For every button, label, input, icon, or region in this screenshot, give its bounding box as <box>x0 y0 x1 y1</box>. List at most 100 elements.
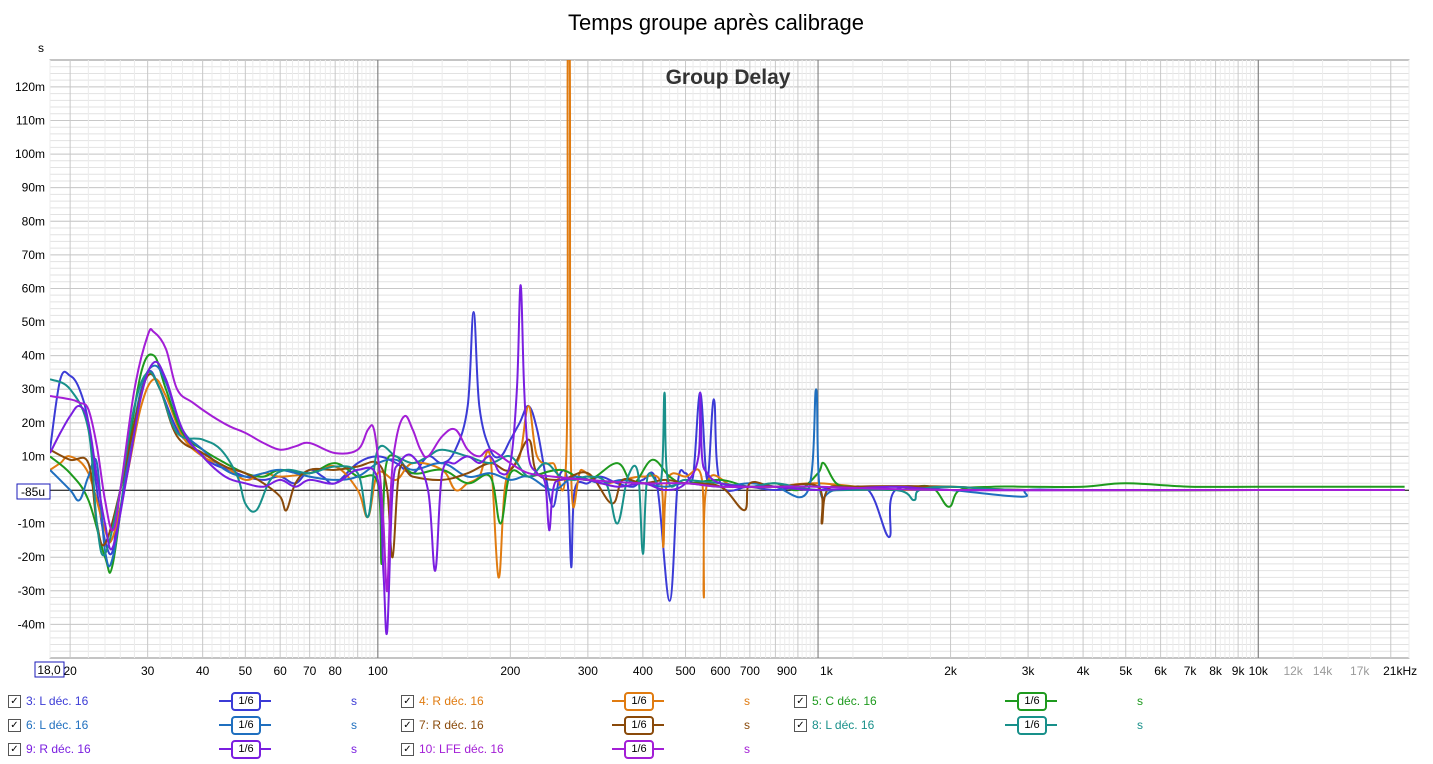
chart-title: Temps groupe après calibrage <box>568 10 864 35</box>
legend-checkbox[interactable]: ✓ <box>8 695 21 708</box>
legend-item: ✓ 8: L déc. 16 1/6 s <box>794 716 1174 736</box>
x-start-label: 18,0 <box>37 663 61 677</box>
y-tick-label: 50m <box>22 315 45 329</box>
y-tick-label: 120m <box>15 80 45 94</box>
x-tick-label: 50 <box>239 664 253 678</box>
x-tick-label: 700 <box>740 664 760 678</box>
x-tick-label: 500 <box>676 664 696 678</box>
legend-unit: s <box>744 694 750 708</box>
legend-unit: s <box>351 694 357 708</box>
x-tick-label: 21kHz <box>1383 664 1417 678</box>
x-tick-label: 1k <box>820 664 834 678</box>
legend-label: 6: L déc. 16 <box>26 718 89 732</box>
legend-item: ✓ 5: C déc. 16 1/6 s <box>794 692 1174 712</box>
x-tick-label: 900 <box>777 664 797 678</box>
legend-checkbox[interactable]: ✓ <box>401 695 414 708</box>
x-tick-label: 70 <box>303 664 317 678</box>
smoothing-button[interactable]: 1/6 <box>219 740 271 759</box>
series-line-s3 <box>50 311 1405 602</box>
y-tick-label: 70m <box>22 248 45 262</box>
smoothing-button[interactable]: 1/6 <box>1005 716 1057 735</box>
y-tick-label: 40m <box>22 349 45 363</box>
x-tick-label: 4k <box>1077 664 1091 678</box>
plot-inner-title: Group Delay <box>666 66 791 89</box>
legend-item: ✓ 6: L déc. 16 1/6 s <box>8 716 388 736</box>
legend-label: 7: R déc. 16 <box>419 718 484 732</box>
smoothing-button[interactable]: 1/6 <box>1005 692 1057 711</box>
legend-unit: s <box>744 718 750 732</box>
y-tick-label: 20m <box>22 416 45 430</box>
zero-marker[interactable]: -85u <box>16 483 51 500</box>
legend-label: 3: L déc. 16 <box>26 694 89 708</box>
legend-checkbox[interactable]: ✓ <box>8 743 21 756</box>
legend-item: ✓ 4: R déc. 16 1/6 s <box>401 692 781 712</box>
x-tick-label: 9k <box>1232 664 1246 678</box>
y-tick-label: 80m <box>22 214 45 228</box>
series-line-s4 <box>50 60 1405 599</box>
legend-item: ✓ 7: R déc. 16 1/6 s <box>401 716 781 736</box>
legend-checkbox[interactable]: ✓ <box>794 695 807 708</box>
legend-checkbox[interactable]: ✓ <box>8 719 21 732</box>
y-tick-label: -40m <box>18 617 45 631</box>
y-tick-label: -20m <box>18 550 45 564</box>
legend-item: ✓ 10: LFE déc. 16 1/6 s <box>401 740 781 760</box>
smoothing-label: 1/6 <box>231 740 261 759</box>
y-tick-label: 10m <box>22 449 45 463</box>
legend-checkbox[interactable]: ✓ <box>794 719 807 732</box>
x-start-marker[interactable]: 18,0 <box>34 661 65 678</box>
x-tick-label: 17k <box>1350 664 1370 678</box>
legend-checkbox[interactable]: ✓ <box>401 743 414 756</box>
y-tick-label: 100m <box>15 147 45 161</box>
legend-item: ✓ 9: R déc. 16 1/6 s <box>8 740 388 760</box>
y-axis-ticks: 120m 110m 100m 90m 80m 70m 60m 50m 40m 30m 20m 10m -… <box>15 80 45 632</box>
x-tick-label: 300 <box>578 664 598 678</box>
x-tick-label: 400 <box>633 664 653 678</box>
legend-unit: s <box>1137 694 1143 708</box>
y-axis-unit-label: s <box>38 41 44 55</box>
smoothing-label: 1/6 <box>1017 692 1047 711</box>
smoothing-label: 1/6 <box>231 716 261 735</box>
smoothing-button[interactable]: 1/6 <box>219 692 271 711</box>
x-tick-label: 14k <box>1313 664 1333 678</box>
x-tick-label: 60 <box>273 664 287 678</box>
legend: ✓ 3: L déc. 16 1/6 s ✓ 4: R déc. 16 1/6 s ✓ 5: C … <box>0 690 1433 764</box>
x-tick-label: 3k <box>1022 664 1036 678</box>
legend-unit: s <box>744 742 750 756</box>
smoothing-label: 1/6 <box>624 692 654 711</box>
y-tick-label: 30m <box>22 382 45 396</box>
smoothing-label: 1/6 <box>231 692 261 711</box>
smoothing-label: 1/6 <box>624 740 654 759</box>
x-tick-label: 6k <box>1154 664 1168 678</box>
x-tick-label: 2k <box>944 664 958 678</box>
legend-unit: s <box>351 718 357 732</box>
y-tick-label: -30m <box>18 584 45 598</box>
plot-area[interactable] <box>49 59 1410 659</box>
y-tick-label: 110m <box>16 113 45 127</box>
x-tick-label: 100 <box>368 664 388 678</box>
x-axis-ticks: 20 30 40 50 60 70 80 100 200 300 400 500 600 700 900 1k… <box>63 664 1417 678</box>
series-line-s10 <box>50 328 1405 592</box>
x-tick-label: 7k <box>1184 664 1198 678</box>
legend-label: 5: C déc. 16 <box>812 694 877 708</box>
legend-item: ✓ 3: L déc. 16 1/6 s <box>8 692 388 712</box>
series-line-s5 <box>50 353 1405 574</box>
legend-checkbox[interactable]: ✓ <box>401 719 414 732</box>
smoothing-button[interactable]: 1/6 <box>612 740 664 759</box>
smoothing-button[interactable]: 1/6 <box>219 716 271 735</box>
series-line-s9 <box>50 284 1405 635</box>
x-tick-label: 8k <box>1209 664 1223 678</box>
legend-label: 4: R déc. 16 <box>419 694 484 708</box>
series-line-s8 <box>50 370 1405 557</box>
smoothing-button[interactable]: 1/6 <box>612 692 664 711</box>
legend-label: 10: LFE déc. 16 <box>419 742 504 756</box>
y-tick-label: 90m <box>22 181 45 195</box>
y-tick-label: -10m <box>18 517 45 531</box>
x-tick-label: 5k <box>1119 664 1133 678</box>
group-delay-chart: Temps groupe après calibrage s 120m110m1… <box>15 10 1417 678</box>
smoothing-button[interactable]: 1/6 <box>612 716 664 735</box>
x-tick-label: 80 <box>328 664 342 678</box>
legend-unit: s <box>351 742 357 756</box>
y-tick-label: 60m <box>22 281 45 295</box>
smoothing-label: 1/6 <box>624 716 654 735</box>
x-tick-label: 600 <box>710 664 730 678</box>
